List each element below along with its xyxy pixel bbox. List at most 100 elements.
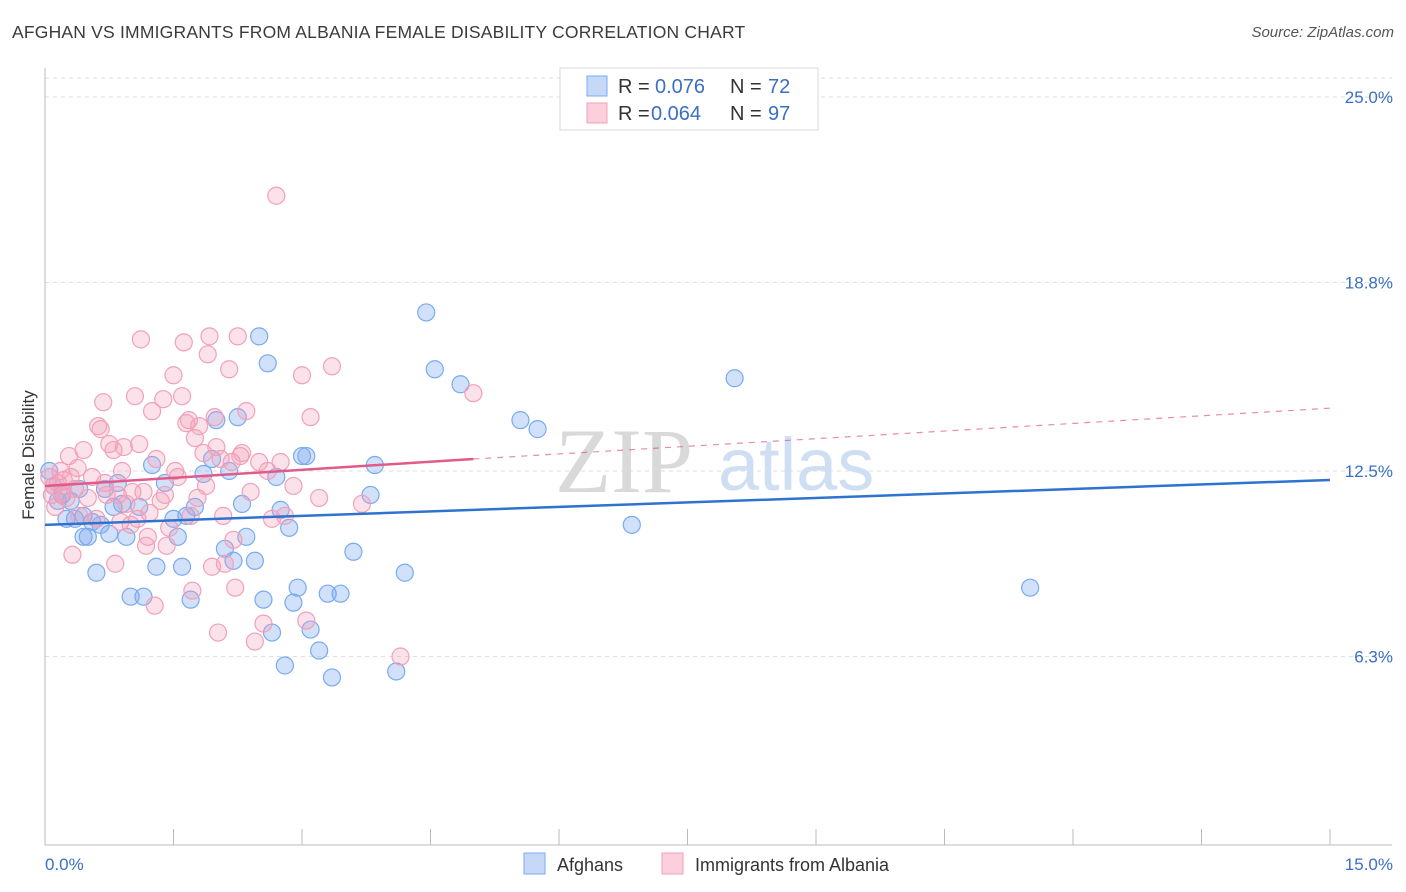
- y-tick-label-0: 6.3%: [1354, 648, 1393, 667]
- y-tick-label-3: 25.0%: [1345, 88, 1393, 107]
- bottom-legend-swatch-albania: [661, 852, 684, 875]
- x-tick-labels: 0.0% 15.0%: [45, 855, 1393, 874]
- albania-point-90: [284, 476, 303, 496]
- albania-point-70: [211, 449, 230, 469]
- afghans-point-61: [387, 662, 406, 681]
- legend-n-label-2: N =: [730, 103, 762, 125]
- albania-point-97: [391, 647, 410, 666]
- bottom-legend-label-albania: Immigrants from Albania: [695, 855, 890, 875]
- afghans-point-9: [78, 527, 97, 546]
- grid-lines: [45, 77, 1392, 658]
- albania-point-13: [68, 458, 87, 478]
- albania-point-15: [74, 440, 93, 460]
- legend-r-value-2: 0.064: [651, 103, 701, 125]
- afghans-point-71: [74, 527, 93, 546]
- afghans-point-55: [318, 584, 337, 603]
- albania-point-76: [226, 578, 245, 597]
- afghans-point-62: [395, 563, 414, 582]
- series-legend: Afghans Immigrants from Albania: [523, 852, 890, 875]
- albania-point-39: [136, 536, 156, 555]
- albania-point-54: [174, 333, 193, 352]
- afghans-point-11: [87, 563, 106, 582]
- albania-point-14: [70, 506, 89, 525]
- albania-point-87: [267, 186, 286, 205]
- afghans-point-67: [528, 420, 547, 439]
- albania-point-19: [89, 417, 108, 436]
- afghans-point-19: [121, 587, 140, 606]
- afghans-point-58: [344, 542, 363, 561]
- albania-point-20: [91, 420, 110, 439]
- albania-point-79: [232, 443, 252, 463]
- albania-point-46: [154, 390, 173, 409]
- afghans-point-54: [310, 641, 329, 660]
- albania-point-31: [117, 494, 136, 514]
- chart-title: AFGHAN VS IMMIGRANTS FROM ALBANIA FEMALE…: [12, 22, 746, 42]
- legend-r-label-1: R =: [618, 76, 650, 98]
- albania-point-53: [172, 387, 192, 406]
- albania-point-77: [228, 327, 247, 346]
- afghans-point-29: [181, 590, 200, 609]
- albania-point-92: [297, 611, 316, 630]
- source-credit: Source: ZipAtlas.com: [1251, 24, 1394, 41]
- albania-point-84: [254, 614, 273, 633]
- albania-point-29: [112, 461, 132, 481]
- albania-point-68: [207, 437, 226, 457]
- legend-r-value-1: 0.076: [655, 76, 705, 98]
- albania-point-95: [322, 357, 342, 376]
- afghans-point-17: [112, 494, 132, 514]
- albania-point-93: [301, 408, 320, 427]
- albania-point-78: [231, 446, 250, 466]
- albania-point-67: [205, 408, 224, 427]
- y-axis-label: Female Disability: [19, 390, 38, 520]
- axes: [44, 68, 1392, 846]
- afghans-point-41: [250, 327, 269, 346]
- albania-point-73: [220, 360, 239, 379]
- legend-swatch-albania: [586, 102, 608, 124]
- albania-point-75: [224, 530, 243, 549]
- albania-point-61: [190, 417, 209, 436]
- albania-point-47: [155, 485, 175, 505]
- x-tick-label-1: 15.0%: [1345, 855, 1393, 874]
- y-tick-label-1: 12.5%: [1345, 462, 1393, 481]
- albania-point-30: [114, 437, 133, 457]
- albania-point-42: [142, 402, 162, 421]
- trend-lines: [44, 407, 1331, 527]
- legend-r-label-2: R =: [618, 103, 650, 125]
- albania-point-40: [138, 527, 157, 546]
- afghans-point-56: [322, 668, 342, 687]
- afghans-point-65: [451, 375, 470, 394]
- albania-point-44: [147, 449, 166, 469]
- albania-trend-line: [44, 457, 474, 488]
- stats-legend: R = 0.076 N = 72 R = 0.064 N = 97: [559, 67, 819, 131]
- watermark-atlas: atlas: [718, 423, 874, 506]
- legend-swatch-afghans: [586, 75, 608, 97]
- albania-point-37: [131, 330, 151, 349]
- afghans-trend-line: [44, 478, 1331, 527]
- albania-point-50: [164, 366, 183, 385]
- albania-point-96: [352, 494, 372, 514]
- legend-n-value-2: 97: [768, 103, 790, 125]
- albania-point-18: [87, 509, 106, 528]
- albania-point-21: [94, 393, 113, 412]
- albania-point-72: [215, 554, 234, 573]
- afghans-point-49: [284, 593, 303, 612]
- afghans-point-63: [417, 303, 436, 322]
- afghans-point-48: [280, 518, 299, 537]
- albania-point-34: [125, 387, 145, 406]
- afghans-point-53: [301, 620, 320, 639]
- albania-point-71: [214, 506, 233, 525]
- afghans-point-33: [207, 411, 226, 430]
- afghans-point-23: [147, 557, 166, 576]
- afghans-point-70: [1021, 578, 1040, 597]
- albania-point-36: [130, 434, 149, 454]
- albania-point-11: [63, 545, 82, 564]
- afghans-point-51: [292, 446, 312, 466]
- albania-point-57: [181, 506, 200, 525]
- albania-point-91: [292, 366, 312, 385]
- albania-point-38: [134, 482, 153, 502]
- albania-point-59: [185, 428, 205, 448]
- albania-point-88: [271, 452, 290, 472]
- bottom-legend-label-afghans: Afghans: [557, 855, 623, 875]
- albania-point-16: [78, 488, 97, 508]
- afghans-point-64: [425, 360, 444, 379]
